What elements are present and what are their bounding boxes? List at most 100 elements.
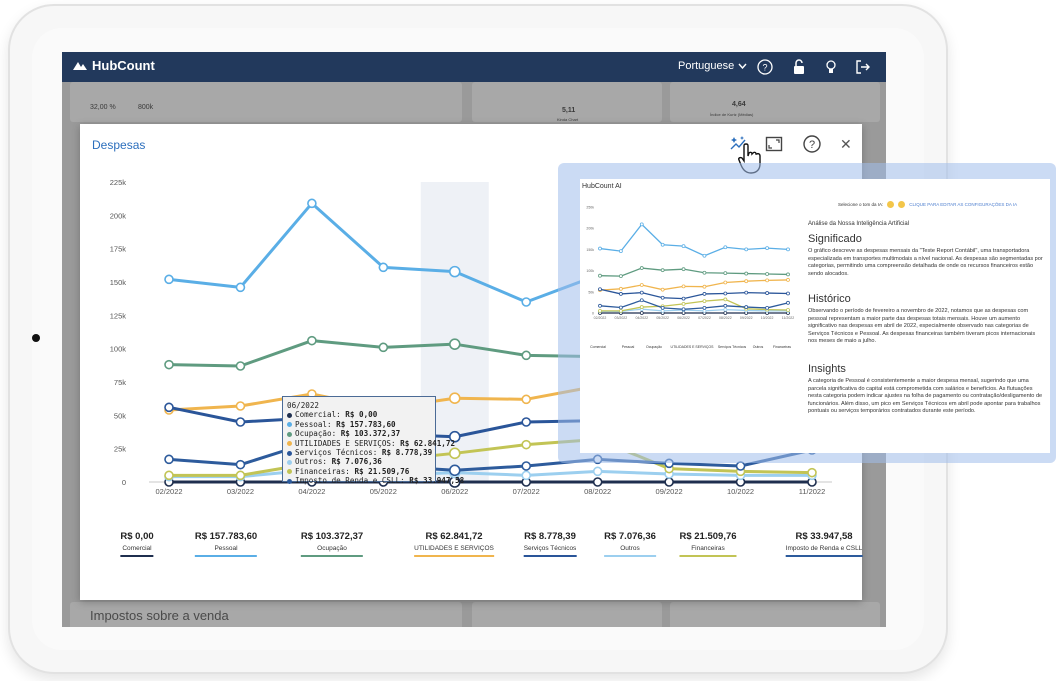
tooltip-value: R$ 103.372,37 xyxy=(340,429,401,439)
legend-item[interactable]: R$ 103.372,37 Ocupação xyxy=(300,531,364,557)
legend-value: R$ 21.509,76 xyxy=(679,531,737,542)
tooltip-row: Outros: R$ 7.076,36 xyxy=(287,457,431,466)
background-card xyxy=(70,82,462,122)
mini-series-line xyxy=(599,288,789,300)
legend-label: Outros xyxy=(604,545,656,557)
mini-series-point xyxy=(702,308,707,313)
lock-icon[interactable] xyxy=(790,58,808,76)
legend-item[interactable]: R$ 0,00 Comercial xyxy=(120,531,154,557)
lightbulb-icon[interactable] xyxy=(822,58,840,76)
series-point xyxy=(378,342,389,353)
legend-value: R$ 8.778,39 xyxy=(524,531,576,542)
series-point xyxy=(448,265,461,278)
series-point xyxy=(164,402,174,413)
ai-section-significado: Significado O gráfico descreve as despes… xyxy=(808,233,1044,278)
mini-series-point xyxy=(723,291,728,296)
background-value: 800k xyxy=(138,104,154,111)
series-point xyxy=(521,439,532,450)
mini-series-line xyxy=(599,223,789,257)
ai-sparkle-icon[interactable] xyxy=(728,134,748,154)
mini-series-point xyxy=(786,300,790,305)
mini-y-tick-label: 100k xyxy=(586,269,594,273)
ai-mini-chart: 0 50k 100k 150k 200k 250k 02/2022 03/2022 04/202… xyxy=(586,206,794,321)
legend-item[interactable]: R$ 62.841,72 UTILIDADES E SERVIÇOS xyxy=(414,531,494,557)
series-point xyxy=(235,361,246,371)
mini-series-point xyxy=(702,284,707,289)
ai-subtitle: Análise da Nossa Inteligência Artificial xyxy=(808,221,910,227)
ai-tone-selector[interactable]: Selecione o tom da IA: CLIQUE PARA EDITA… xyxy=(838,201,1017,208)
legend-value: R$ 0,00 xyxy=(120,531,154,542)
x-tick-label: 08/2022 xyxy=(584,487,611,496)
mini-series-point xyxy=(618,286,623,291)
mini-series-point xyxy=(723,303,728,308)
ai-section-text: O gráfico descreve as despesas mensais d… xyxy=(808,248,1043,277)
mini-series-point xyxy=(702,292,707,296)
smile-emoji-icon[interactable] xyxy=(887,201,895,208)
mini-series-point xyxy=(681,267,686,272)
tooltip-label: Pessoal: xyxy=(295,419,337,429)
mini-series-point xyxy=(660,306,665,310)
mini-series-point xyxy=(765,291,770,295)
mini-series-point xyxy=(786,291,790,296)
tooltip-date: 06/2022 xyxy=(287,401,320,410)
legend-item[interactable]: R$ 33.947,58 Imposto de Renda e CSLL xyxy=(785,531,863,557)
mini-x-tick-label: 06/2022 xyxy=(677,316,690,320)
close-icon[interactable]: ✕ xyxy=(840,136,852,152)
expand-icon[interactable] xyxy=(764,134,784,154)
help-icon[interactable]: ? xyxy=(756,58,774,76)
series-point xyxy=(521,297,532,307)
language-select[interactable]: Portuguese xyxy=(678,60,747,72)
tooltip-label: UTILIDADES E SERVIÇOS: xyxy=(295,438,401,448)
mini-series-point xyxy=(639,305,644,309)
mini-series-point xyxy=(639,283,644,287)
series-point xyxy=(735,461,746,471)
series-point xyxy=(235,401,246,411)
mini-series-point xyxy=(598,308,602,313)
series-line xyxy=(169,437,813,477)
mini-series-point xyxy=(639,298,644,303)
mini-series-point xyxy=(744,271,749,276)
mini-series-point xyxy=(639,222,644,227)
series-point xyxy=(521,417,532,427)
mini-series-point xyxy=(618,274,623,279)
mini-series-point xyxy=(660,287,665,292)
series-point xyxy=(448,430,461,443)
series-dot-icon xyxy=(287,422,292,428)
legend-item[interactable]: R$ 7.076,36 Outros xyxy=(604,531,656,557)
series-dot-icon xyxy=(287,469,292,475)
tooltip-row: Comercial: R$ 0,00 xyxy=(287,410,431,419)
mini-x-tick-label: 08/2022 xyxy=(719,316,732,320)
mini-series-point xyxy=(723,280,728,285)
neutral-emoji-icon[interactable] xyxy=(898,201,906,208)
ai-config-link[interactable]: CLIQUE PARA EDITAR AS CONFIGURAÇÕES DA I… xyxy=(909,202,1018,207)
series-point xyxy=(164,470,174,481)
app-logo[interactable]: HubCount xyxy=(72,58,155,73)
mini-series-point xyxy=(660,242,665,247)
ai-section-text: A categoria de Pessoal é consistentement… xyxy=(808,378,1043,415)
tooltip-label: Serviços Técnicos: xyxy=(295,448,382,458)
tooltip-row: Pessoal: R$ 157.783,60 xyxy=(287,420,431,429)
background-card xyxy=(472,82,662,122)
mini-series-point xyxy=(786,272,790,277)
y-tick-label: 25k xyxy=(114,445,126,454)
background-kpi-label: Índice de Kurtz (Médias) xyxy=(710,112,754,117)
mini-legend-item: Comercial xyxy=(590,345,606,349)
x-tick-label: 10/2022 xyxy=(727,487,754,496)
mini-y-tick-label: 150k xyxy=(586,248,594,252)
legend-item[interactable]: R$ 8.778,39 Serviços Técnicos xyxy=(523,531,577,557)
help-icon[interactable]: ? xyxy=(802,134,822,154)
legend-item[interactable]: R$ 21.509,76 Financeiras xyxy=(679,531,737,557)
y-tick-label: 50k xyxy=(114,411,126,420)
background-card xyxy=(472,602,662,627)
logout-icon[interactable] xyxy=(854,58,872,76)
tooltip-value: R$ 157.783,60 xyxy=(336,419,396,429)
mini-series-point xyxy=(765,278,770,283)
legend-value: R$ 103.372,37 xyxy=(300,531,364,542)
legend-item[interactable]: R$ 157.783,60 Pessoal xyxy=(194,531,258,557)
y-tick-label: 175k xyxy=(110,245,127,254)
svg-text:?: ? xyxy=(762,63,767,73)
series-point xyxy=(164,454,174,465)
tablet-camera-dot xyxy=(32,334,40,342)
mini-x-tick-label: 04/2022 xyxy=(635,316,648,320)
y-tick-label: 200k xyxy=(110,211,127,220)
